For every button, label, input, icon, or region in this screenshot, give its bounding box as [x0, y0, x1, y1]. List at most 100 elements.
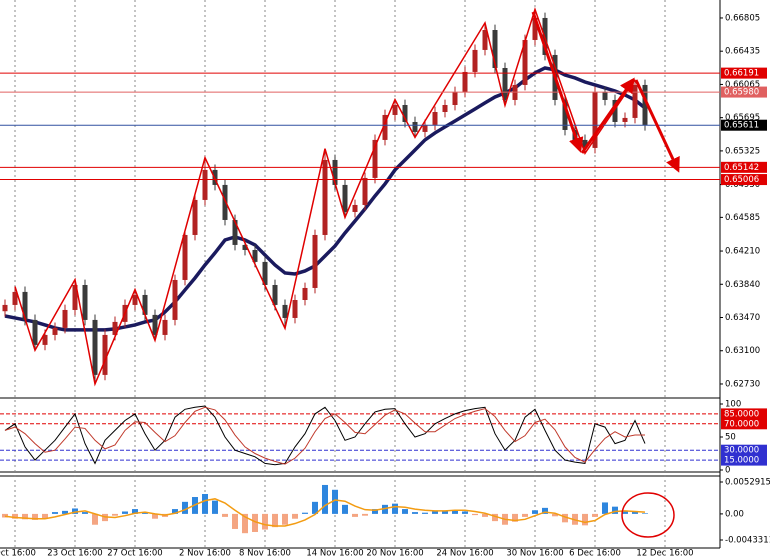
- x-tick-label: 12 Dec 16:00: [636, 549, 693, 559]
- level-label-box: [721, 86, 767, 98]
- histogram-bar: [282, 513, 288, 525]
- candle-body: [262, 261, 268, 285]
- histogram-bar: [402, 509, 408, 514]
- histogram-bar: [332, 489, 338, 514]
- y-tick-label: 0.64950: [725, 180, 760, 190]
- candle-body: [612, 99, 618, 122]
- histogram-bar: [212, 500, 218, 514]
- histogram-bar: [422, 512, 428, 514]
- candle-body: [42, 334, 48, 345]
- histogram-bar: [602, 502, 608, 514]
- candle-body: [382, 114, 388, 140]
- histogram-bar: [72, 508, 78, 514]
- histogram-bar: [492, 513, 498, 522]
- candle-body: [62, 309, 68, 328]
- candle-body: [522, 39, 528, 85]
- histogram-bar: [592, 513, 598, 517]
- histogram-bar: [582, 513, 588, 526]
- candle-body: [202, 169, 208, 200]
- level-label-box: [721, 161, 767, 173]
- histogram-bar: [552, 513, 558, 517]
- x-tick-label: Oct 16:00: [0, 549, 36, 559]
- histogram-bar: [412, 512, 418, 514]
- histogram-bar: [12, 513, 18, 519]
- histogram-bar: [562, 513, 568, 523]
- histogram-bar: [392, 503, 398, 514]
- y-tick-label: 0.64585: [725, 213, 760, 223]
- signal-line: [4, 498, 646, 527]
- y-tick-label: 0.62730: [725, 379, 760, 389]
- histogram-bar: [172, 509, 178, 514]
- level-label-box: [721, 418, 767, 430]
- y-tick-label: 0.66435: [725, 47, 760, 57]
- arrow: [580, 77, 635, 154]
- highlight-circle: [621, 492, 675, 538]
- candle-body: [302, 287, 308, 300]
- candle-body: [92, 319, 98, 375]
- arrow: [634, 79, 680, 173]
- x-tick-label: 23 Oct 16:00: [47, 549, 102, 559]
- histogram-bar: [302, 512, 308, 514]
- candle-body: [2, 304, 8, 312]
- price-label: 0.65611: [724, 121, 759, 131]
- histogram-bar: [532, 510, 538, 514]
- histogram-bar: [272, 513, 278, 528]
- histogram-bar: [612, 506, 618, 514]
- histogram-bar: [542, 507, 548, 514]
- histogram-bar: [292, 513, 298, 519]
- ma-line: [4, 66, 647, 332]
- level-label-box: [721, 67, 767, 79]
- candle-body: [312, 234, 318, 288]
- y-tick-label: 0.64210: [725, 247, 760, 257]
- y-tick-label: 0.63470: [725, 313, 760, 323]
- histogram-bar: [362, 513, 368, 516]
- histogram-bar: [452, 510, 458, 514]
- candle-body: [282, 304, 288, 318]
- y-tick-label: 0.65325: [725, 146, 760, 156]
- candle-body: [232, 219, 238, 245]
- histogram-bar: [52, 512, 58, 514]
- y-tick-label: 0.65695: [725, 113, 760, 123]
- x-tick-label: 27 Oct 16:00: [107, 549, 162, 559]
- candle-body: [422, 124, 428, 132]
- histogram-bar: [132, 509, 138, 514]
- price-label-box: [721, 119, 767, 131]
- histogram-bar: [232, 513, 238, 529]
- level-label: 70.0000: [724, 419, 759, 429]
- candle-body: [532, 17, 538, 40]
- histogram-bar: [522, 513, 528, 517]
- candle-body: [292, 299, 298, 318]
- candle-body: [132, 294, 138, 305]
- oscillator-line: [4, 405, 646, 466]
- candle-body: [462, 71, 468, 92]
- level-label-box: [721, 174, 767, 186]
- y-tick-label: 0.66065: [725, 80, 760, 90]
- candle-body: [242, 244, 248, 250]
- histogram-bar: [42, 513, 48, 519]
- histogram-bar: [632, 511, 638, 514]
- candle-body: [582, 139, 588, 148]
- histogram-bar: [242, 513, 248, 534]
- y-tick-label: 0.66805: [725, 13, 760, 23]
- candle-body: [632, 84, 638, 118]
- level-label: 0.65142: [724, 163, 759, 173]
- candle-body: [562, 99, 568, 130]
- oscillator-line: [4, 406, 645, 465]
- candle-body: [352, 204, 358, 212]
- candle-body: [492, 29, 498, 68]
- histogram-bar: [372, 509, 378, 514]
- histogram-bar: [622, 510, 628, 514]
- candle-body: [12, 291, 18, 305]
- level-label: 0.65980: [724, 88, 759, 98]
- candle-body: [642, 84, 648, 126]
- histogram-bar: [222, 513, 228, 517]
- candle-body: [82, 284, 88, 320]
- histogram-bar: [312, 501, 318, 514]
- histogram-bar: [122, 511, 128, 514]
- histogram-bar: [642, 513, 648, 514]
- candle-body: [452, 91, 458, 105]
- candle-body: [342, 184, 348, 212]
- candle-body: [322, 159, 328, 235]
